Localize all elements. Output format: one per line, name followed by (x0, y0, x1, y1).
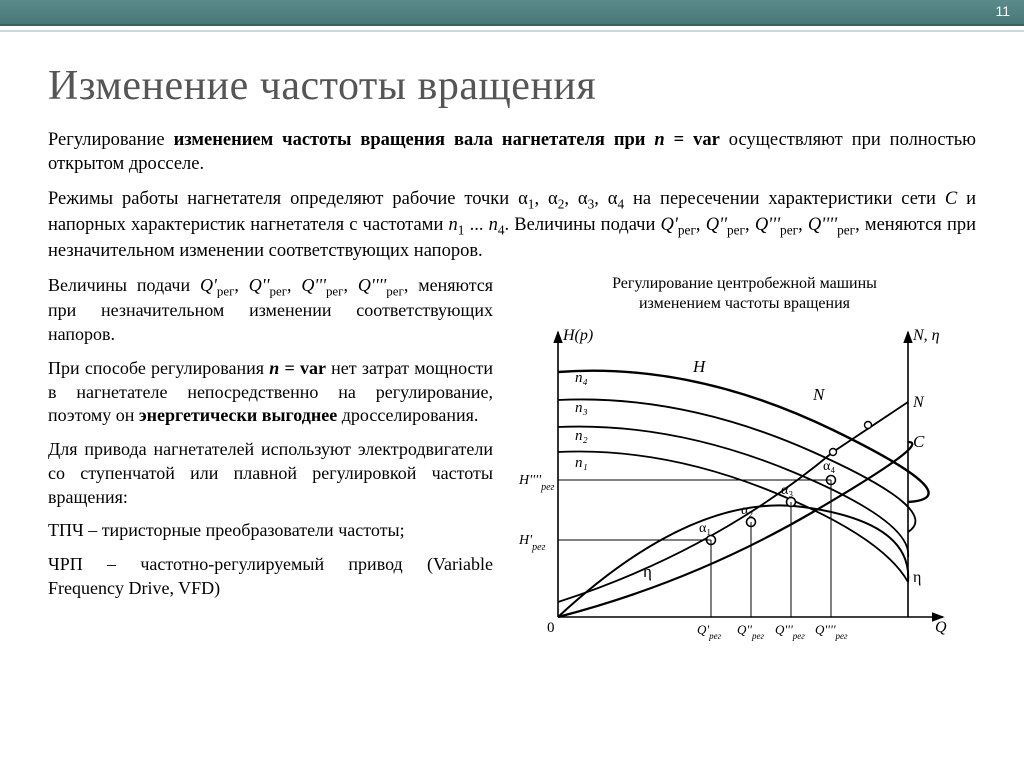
svg-text:H'рег: H'рег (518, 533, 546, 553)
pump-curves-svg: H(p) N, η Q 0 n₁ n₂ n₃ n₄ H C (513, 322, 953, 642)
left-column: Величины подачи Q'рег, Q''рег, Q'''рег, … (48, 274, 493, 642)
y2-label: N, η (912, 327, 940, 344)
paragraph-1: Регулирование изменением частоты вращени… (48, 128, 976, 177)
svg-text:Q'''рег: Q'''рег (775, 622, 805, 641)
svg-text:α₃: α₃ (781, 483, 793, 498)
paragraph-4: При способе регулирования n = var нет за… (48, 357, 493, 428)
y1-label: H(p) (562, 327, 593, 344)
slide-content: Изменение частоты вращения Регулирование… (0, 32, 1024, 642)
svg-text:H''''рег: H''''рег (518, 473, 555, 493)
slide-title: Изменение частоты вращения (48, 62, 976, 110)
svg-text:n₃: n₃ (575, 400, 588, 416)
svg-text:N: N (912, 394, 925, 411)
svg-text:H: H (692, 357, 707, 376)
paragraph-6: ТПЧ – тиристорные преобразователи частот… (48, 519, 493, 543)
right-column: Регулирование центробежной машины измене… (513, 274, 976, 642)
paragraph-3: Величины подачи Q'рег, Q''рег, Q'''рег, … (48, 274, 493, 347)
svg-text:α₂: α₂ (741, 503, 753, 518)
page-number: 11 (995, 3, 1010, 19)
svg-text:N: N (812, 385, 826, 404)
svg-text:Q'рег: Q'рег (697, 622, 722, 641)
svg-text:n₁: n₁ (575, 455, 588, 471)
x-label: Q (935, 619, 947, 636)
paragraph-7: ЧРП – частотно-регулируемый привод (Vari… (48, 553, 493, 601)
svg-text:Q''''рег: Q''''рег (815, 622, 848, 641)
svg-text:n₂: n₂ (575, 428, 588, 444)
svg-text:η: η (913, 569, 921, 586)
svg-text:n₄: n₄ (575, 370, 588, 386)
svg-text:α₁: α₁ (699, 521, 711, 536)
paragraph-2: Режимы работы нагнетателя определяют раб… (48, 187, 976, 264)
svg-text:Q''рег: Q''рег (737, 622, 764, 641)
svg-text:η: η (643, 562, 652, 581)
svg-text:C: C (913, 432, 925, 451)
header-bar: 11 (0, 0, 1024, 26)
svg-text:α₄: α₄ (823, 459, 835, 474)
diagram-caption: Регулирование центробежной машины измене… (513, 274, 976, 314)
origin-label: 0 (547, 620, 555, 636)
chart-diagram: H(p) N, η Q 0 n₁ n₂ n₃ n₄ H C (513, 322, 953, 642)
paragraph-5: Для привода нагнетателей используют элек… (48, 438, 493, 509)
